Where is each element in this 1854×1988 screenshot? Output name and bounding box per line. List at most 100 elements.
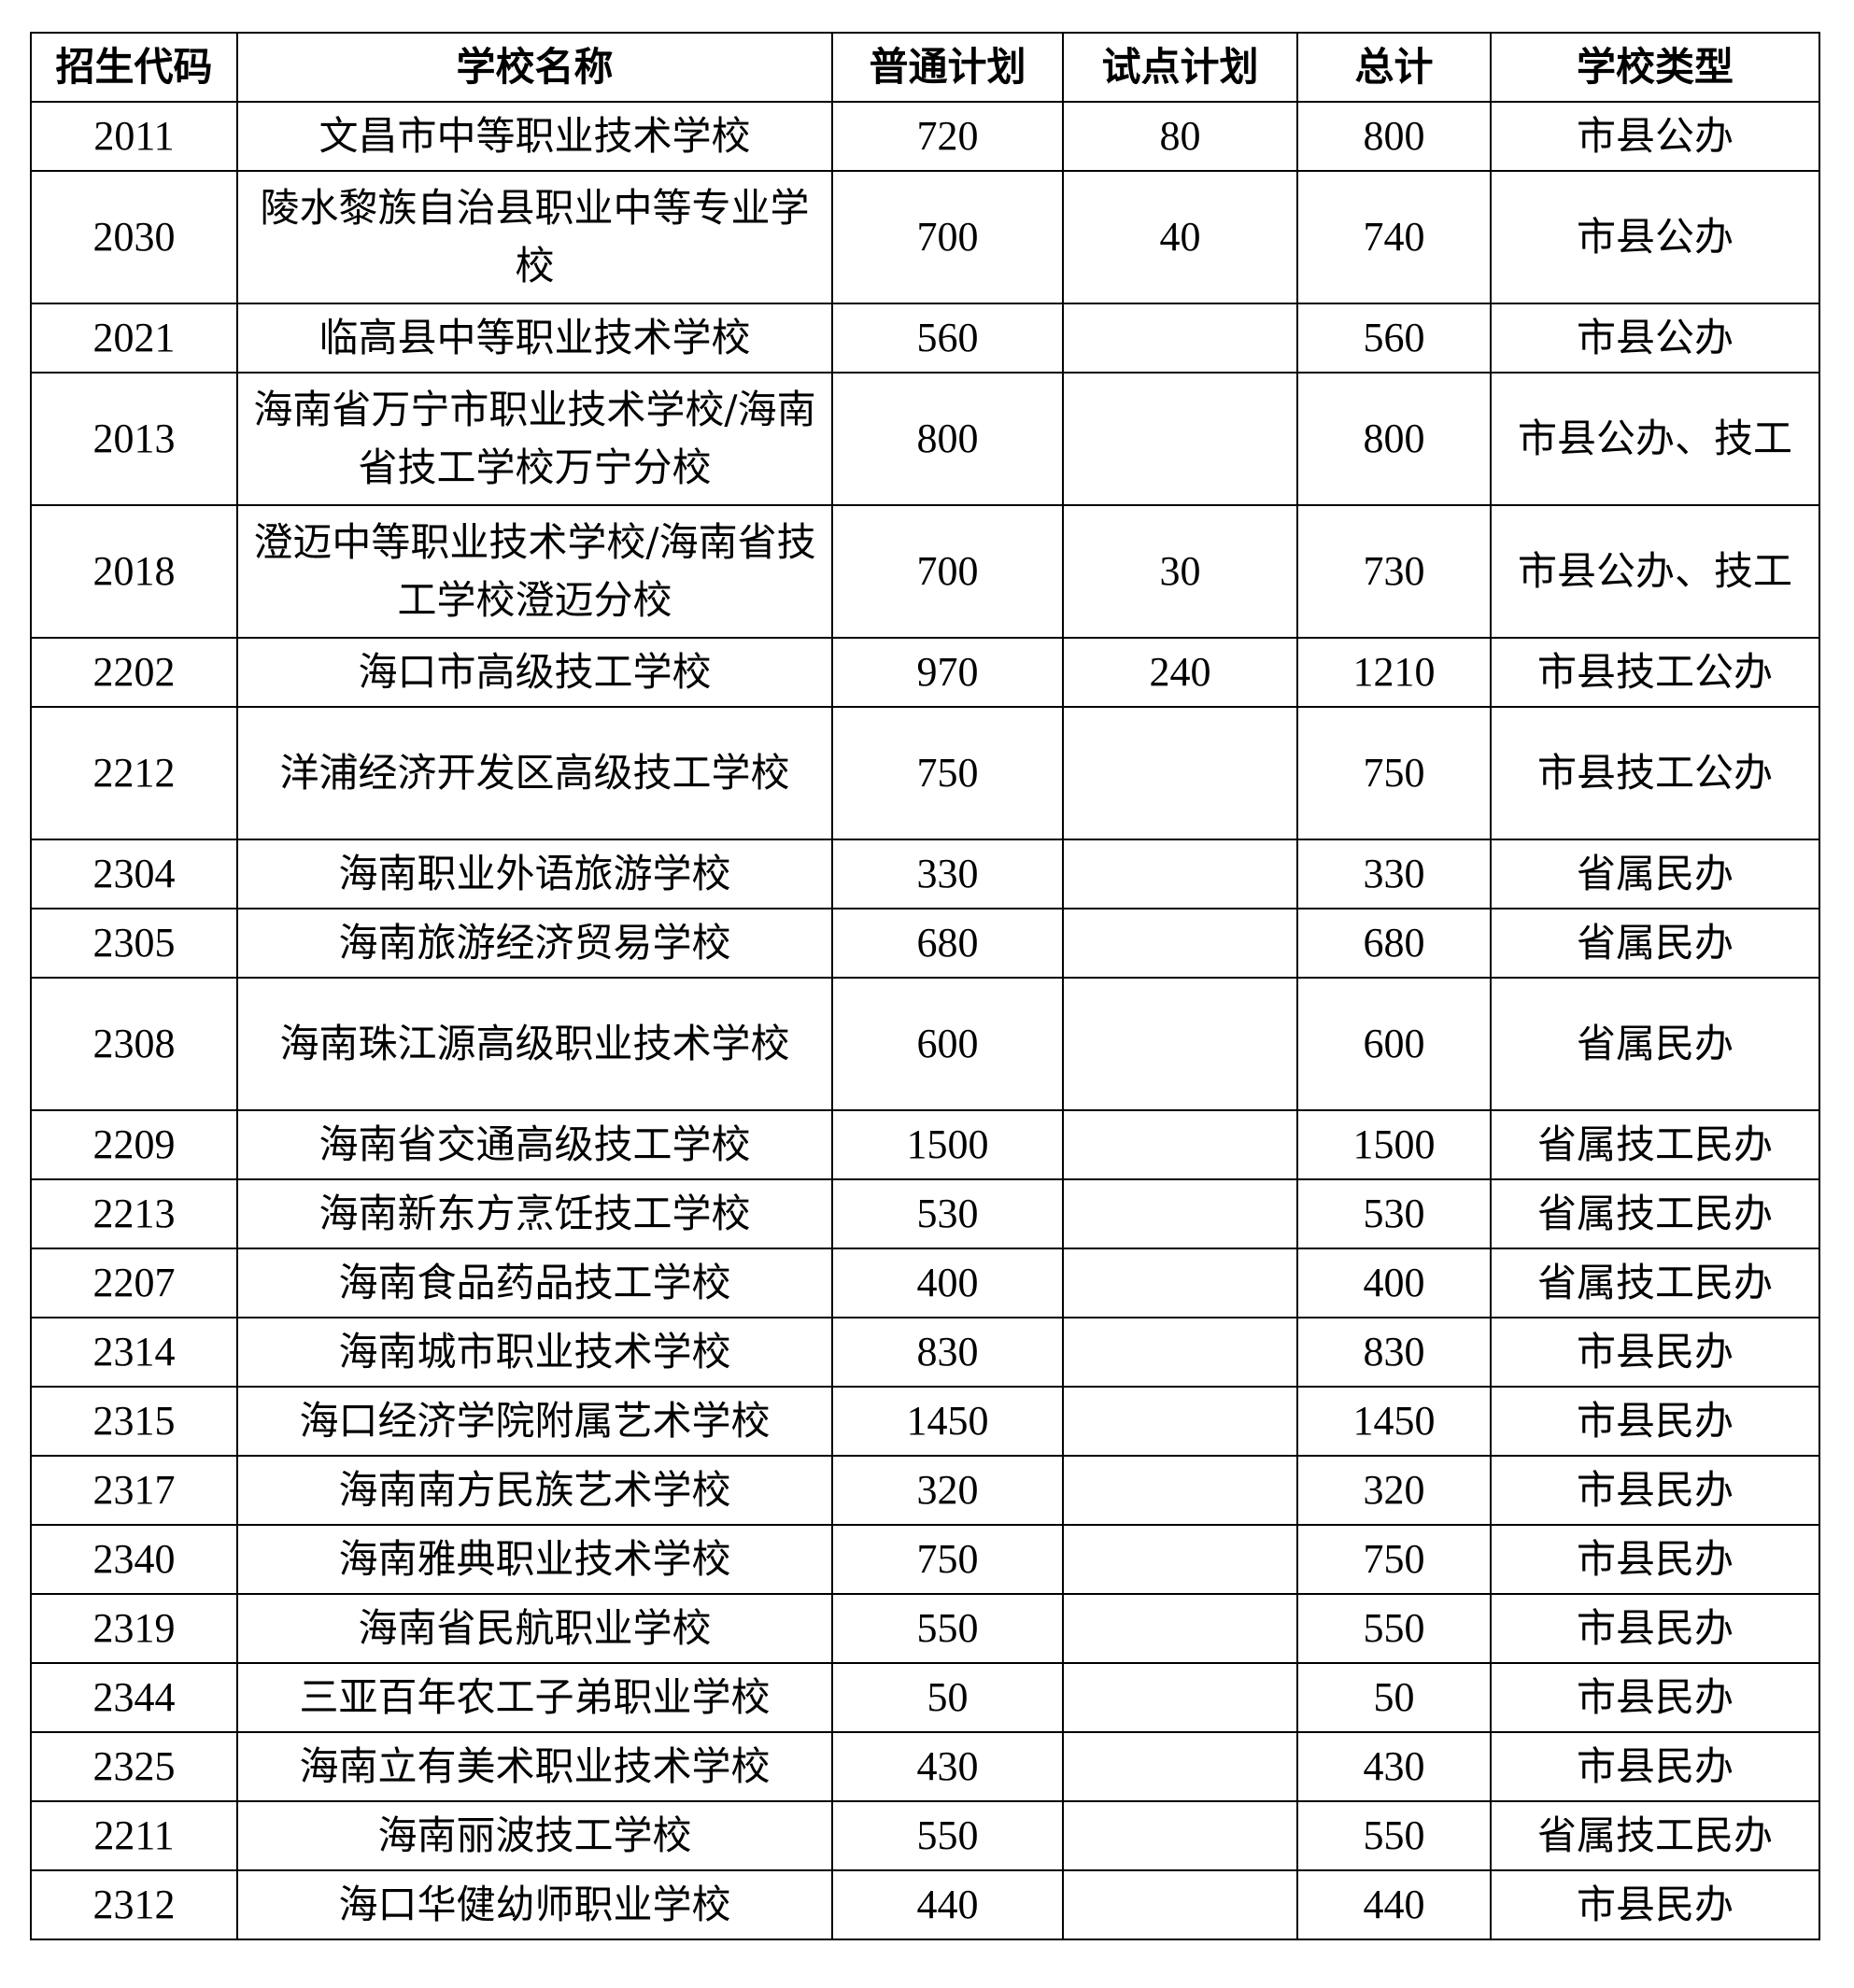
school-name-cell: 海南立有美术职业技术学校: [236, 1731, 833, 1802]
pilot-plan-cell: [1062, 1800, 1298, 1871]
regular-plan-cell: 330: [831, 839, 1064, 909]
pilot-plan-cell: [1062, 839, 1298, 909]
school-name-cell: 文昌市中等职业技术学校: [236, 101, 833, 172]
total-cell: 50: [1296, 1662, 1492, 1733]
table-row: 2308 海南珠江源高级职业技术学校 600 600 省属民办: [30, 977, 1820, 1111]
pilot-plan-cell: [1062, 908, 1298, 979]
pilot-plan-cell: [1062, 1109, 1298, 1180]
school-name-cell: 三亚百年农工子弟职业学校: [236, 1662, 833, 1733]
regular-plan-cell: 530: [831, 1178, 1064, 1249]
school-type-cell: 省属技工民办: [1490, 1178, 1820, 1249]
total-cell: 600: [1296, 977, 1492, 1111]
regular-plan-cell: 700: [831, 170, 1064, 304]
regular-plan-cell: 560: [831, 303, 1064, 374]
school-type-cell: 市县民办: [1490, 1731, 1820, 1802]
regular-plan-cell: 440: [831, 1869, 1064, 1940]
table-row: 2207 海南食品药品技工学校 400 400 省属技工民办: [30, 1248, 1820, 1318]
school-type-cell: 省属民办: [1490, 839, 1820, 909]
school-name-cell: 海口华健幼师职业学校: [236, 1869, 833, 1940]
code-cell: 2317: [30, 1455, 238, 1526]
school-type-cell: 省属民办: [1490, 908, 1820, 979]
school-name-cell: 海南城市职业技术学校: [236, 1317, 833, 1388]
pilot-plan-cell: 40: [1062, 170, 1298, 304]
pilot-plan-cell: [1062, 1248, 1298, 1318]
code-cell: 2011: [30, 101, 238, 172]
school-type-cell: 市县公办: [1490, 101, 1820, 172]
pilot-plan-cell: [1062, 1317, 1298, 1388]
table-row: 2340 海南雅典职业技术学校 750 750 市县民办: [30, 1524, 1820, 1595]
school-type-cell: 省属技工民办: [1490, 1800, 1820, 1871]
total-cell: 330: [1296, 839, 1492, 909]
table-row: 2312 海口华健幼师职业学校 440 440 市县民办: [30, 1869, 1820, 1940]
school-name-cell: 海口市高级技工学校: [236, 637, 833, 708]
school-type-cell: 市县技工公办: [1490, 637, 1820, 708]
school-type-cell: 市县民办: [1490, 1593, 1820, 1664]
school-name-cell: 海南省万宁市职业技术学校/海南省技工学校万宁分校: [236, 372, 833, 506]
regular-plan-cell: 830: [831, 1317, 1064, 1388]
table-row: 2315 海口经济学院附属艺术学校 1450 1450 市县民办: [30, 1386, 1820, 1457]
total-cell: 400: [1296, 1248, 1492, 1318]
school-type-cell: 市县公办: [1490, 303, 1820, 374]
code-cell: 2340: [30, 1524, 238, 1595]
school-name-cell: 澄迈中等职业技术学校/海南省技工学校澄迈分校: [236, 504, 833, 639]
regular-plan-cell: 400: [831, 1248, 1064, 1318]
table-row: 2209 海南省交通高级技工学校 1500 1500 省属技工民办: [30, 1109, 1820, 1180]
school-name-cell: 临高县中等职业技术学校: [236, 303, 833, 374]
code-cell: 2013: [30, 372, 238, 506]
school-type-cell: 市县民办: [1490, 1317, 1820, 1388]
school-type-cell: 省属民办: [1490, 977, 1820, 1111]
regular-plan-cell: 600: [831, 977, 1064, 1111]
header-code: 招生代码: [30, 32, 238, 103]
regular-plan-cell: 1500: [831, 1109, 1064, 1180]
school-name-cell: 海口经济学院附属艺术学校: [236, 1386, 833, 1457]
total-cell: 830: [1296, 1317, 1492, 1388]
table-row: 2013 海南省万宁市职业技术学校/海南省技工学校万宁分校 800 800 市县公办、技…: [30, 372, 1820, 506]
pilot-plan-cell: [1062, 706, 1298, 840]
total-cell: 730: [1296, 504, 1492, 639]
code-cell: 2213: [30, 1178, 238, 1249]
table-row: 2304 海南职业外语旅游学校 330 330 省属民办: [30, 839, 1820, 909]
code-cell: 2305: [30, 908, 238, 979]
table-row: 2018 澄迈中等职业技术学校/海南省技工学校澄迈分校 700 30 730 市县公办、技…: [30, 504, 1820, 639]
pilot-plan-cell: 240: [1062, 637, 1298, 708]
pilot-plan-cell: [1062, 1731, 1298, 1802]
header-total: 总计: [1296, 32, 1492, 103]
total-cell: 750: [1296, 706, 1492, 840]
school-type-cell: 市县民办: [1490, 1524, 1820, 1595]
table-row: 2011 文昌市中等职业技术学校 720 80 800 市县公办: [30, 101, 1820, 172]
regular-plan-cell: 550: [831, 1800, 1064, 1871]
code-cell: 2308: [30, 977, 238, 1111]
pilot-plan-cell: [1062, 977, 1298, 1111]
regular-plan-cell: 750: [831, 706, 1064, 840]
header-school-type: 学校类型: [1490, 32, 1820, 103]
total-cell: 680: [1296, 908, 1492, 979]
code-cell: 2312: [30, 1869, 238, 1940]
code-cell: 2319: [30, 1593, 238, 1664]
school-name-cell: 海南职业外语旅游学校: [236, 839, 833, 909]
total-cell: 550: [1296, 1593, 1492, 1664]
table-row: 2212 洋浦经济开发区高级技工学校 750 750 市县技工公办: [30, 706, 1820, 840]
pilot-plan-cell: [1062, 1178, 1298, 1249]
regular-plan-cell: 720: [831, 101, 1064, 172]
pilot-plan-cell: [1062, 1386, 1298, 1457]
school-name-cell: 海南旅游经济贸易学校: [236, 908, 833, 979]
school-type-cell: 市县技工公办: [1490, 706, 1820, 840]
school-type-cell: 市县民办: [1490, 1869, 1820, 1940]
code-cell: 2209: [30, 1109, 238, 1180]
code-cell: 2314: [30, 1317, 238, 1388]
regular-plan-cell: 680: [831, 908, 1064, 979]
regular-plan-cell: 550: [831, 1593, 1064, 1664]
regular-plan-cell: 750: [831, 1524, 1064, 1595]
school-type-cell: 市县民办: [1490, 1386, 1820, 1457]
table-row: 2344 三亚百年农工子弟职业学校 50 50 市县民办: [30, 1662, 1820, 1733]
header-regular-plan: 普通计划: [831, 32, 1064, 103]
pilot-plan-cell: [1062, 1455, 1298, 1526]
pilot-plan-cell: [1062, 1593, 1298, 1664]
school-type-cell: 省属技工民办: [1490, 1109, 1820, 1180]
school-type-cell: 市县公办、技工: [1490, 504, 1820, 639]
school-name-cell: 海南省交通高级技工学校: [236, 1109, 833, 1180]
total-cell: 550: [1296, 1800, 1492, 1871]
school-type-cell: 市县民办: [1490, 1455, 1820, 1526]
school-name-cell: 海南省民航职业学校: [236, 1593, 833, 1664]
school-name-cell: 洋浦经济开发区高级技工学校: [236, 706, 833, 840]
